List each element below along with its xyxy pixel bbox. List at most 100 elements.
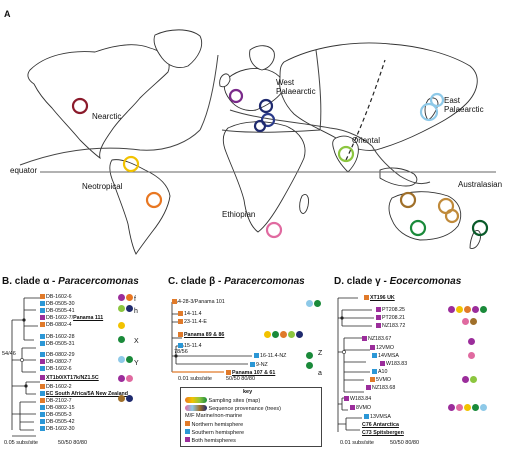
clade-label-b-x: X [134,338,139,345]
panel-a-letter: A [4,9,11,19]
region-label-neotropical: Neotropical [82,182,123,191]
leaf-d-7: W183.83 [380,361,407,367]
square-south [40,419,45,424]
leaf-d-6: 14VMSA [372,353,399,359]
provenance-dot [126,395,133,402]
leaf-c-6: 9-NZ [250,362,268,368]
pie-group-b-1 [118,294,133,301]
square-south [40,341,45,346]
clade-label-b-h: h [134,308,138,315]
panel-d-genus: Eocercomonas [389,276,462,287]
panel-b-title: B. clade α - Paracercomonas [2,276,139,287]
continent-scandinavia [249,45,275,71]
pie-group-b-2 [118,305,133,312]
square-north [370,377,375,382]
pie-group-b-3 [118,322,125,329]
continent-uk [219,73,231,88]
square-south [40,412,45,417]
leaf-b-9: DB-1602-6 [40,366,72,372]
clade-label-c-a: a [318,370,322,377]
square-north [185,421,190,426]
provenance-dot [280,331,287,338]
square-south [364,414,369,419]
boundary-atlantic [199,54,219,131]
provenance-dot [118,375,125,382]
provenance-dot [118,294,125,301]
pie-group-c-3 [306,352,313,359]
site-west-pal-4 [253,119,267,133]
square-both [40,315,45,320]
leaf-b-17: DB-1602-30 [40,426,75,432]
square-both [376,307,381,312]
pie-group-d-5 [462,376,477,383]
provenance-dot [272,331,279,338]
square-south [178,343,183,348]
provenance-dot [126,294,133,301]
site-australasian-5 [471,219,489,237]
leaf-b-7: DB-0802-29 [40,352,75,358]
provenance-dot [464,306,471,313]
pie-group-b-4 [118,336,125,343]
pie-group-d-6 [448,404,487,411]
region-label-australasian: Australasian [458,180,503,189]
key-title: key [243,389,253,395]
leaf-b-4: DB-0802-4 [40,322,72,328]
panel-b-letter: B. [2,276,12,287]
clade-label-c-z: Z [318,350,323,357]
square-both [376,323,381,328]
site-west-pal-3 [260,112,276,128]
boundary-asia-west-east [315,49,322,131]
leaf-d-12: 8VMO [350,405,371,411]
pie-group-d-1 [448,306,487,313]
pie-group-d-4 [468,352,475,359]
site-neotropical-1 [122,155,140,173]
leaf-d-8: A10 [372,369,387,375]
continent-asia [279,42,478,151]
panel-c-genus: Paracercomonas [224,276,305,287]
leaf-b-15: DB-0505-3 [40,412,72,418]
leaf-c-5: 16-11.4-NZ [254,353,286,359]
site-australasian-3 [444,208,460,224]
provenance-dot [472,306,479,313]
provenance-dot [456,306,463,313]
provenance-dot [306,362,313,369]
square-south [254,353,259,358]
square-south [40,426,45,431]
square-south [372,369,377,374]
square-both [376,315,381,320]
leaf-d-10: NZ183.68 [366,385,395,391]
provenance-dot [314,300,321,307]
boundary-oriental-australasian [371,145,431,185]
key-box: key Sampling sites (map) Sequence proven… [180,387,322,447]
provenance-dot [118,305,125,312]
leaf-b-6: DB-0505-31 [40,341,75,347]
leaf-d-13: 13VMSA [364,414,391,420]
provenance-dot [306,300,313,307]
square-north [364,295,369,300]
square-both [350,405,355,410]
square-north [40,294,45,299]
panel-d-clade: clade γ - [346,276,390,287]
provenance-dot [468,352,475,359]
region-label-nearctic: Nearctic [92,112,122,121]
provenance-dot [118,395,125,402]
wallace-line [345,59,386,161]
square-south [40,308,45,313]
square-north [178,311,183,316]
provenance-dot [118,322,125,329]
leaf-d-11: W183.84 [344,396,371,402]
equator-label: equator [10,166,38,175]
leaf-d-15: C73 Spitsbergen [362,430,404,436]
provenance-dot [306,352,313,359]
leaf-c-0: 4-28-3/Panama 101 [172,299,225,305]
key-row-marine: M/F Marine/non-marine [185,413,243,419]
site-nearctic [71,97,89,115]
site-ethiopian [265,221,283,239]
provenance-dot [470,376,477,383]
panel-b-support-legend: 50/50 80/80 [58,440,88,446]
panel-b-clade: clade α - [14,276,59,287]
leaf-d-3: NZ183.72 [376,323,405,329]
continent-europe [223,67,284,111]
panel-c-support: 78/56 [174,349,188,355]
square-both [185,437,190,442]
